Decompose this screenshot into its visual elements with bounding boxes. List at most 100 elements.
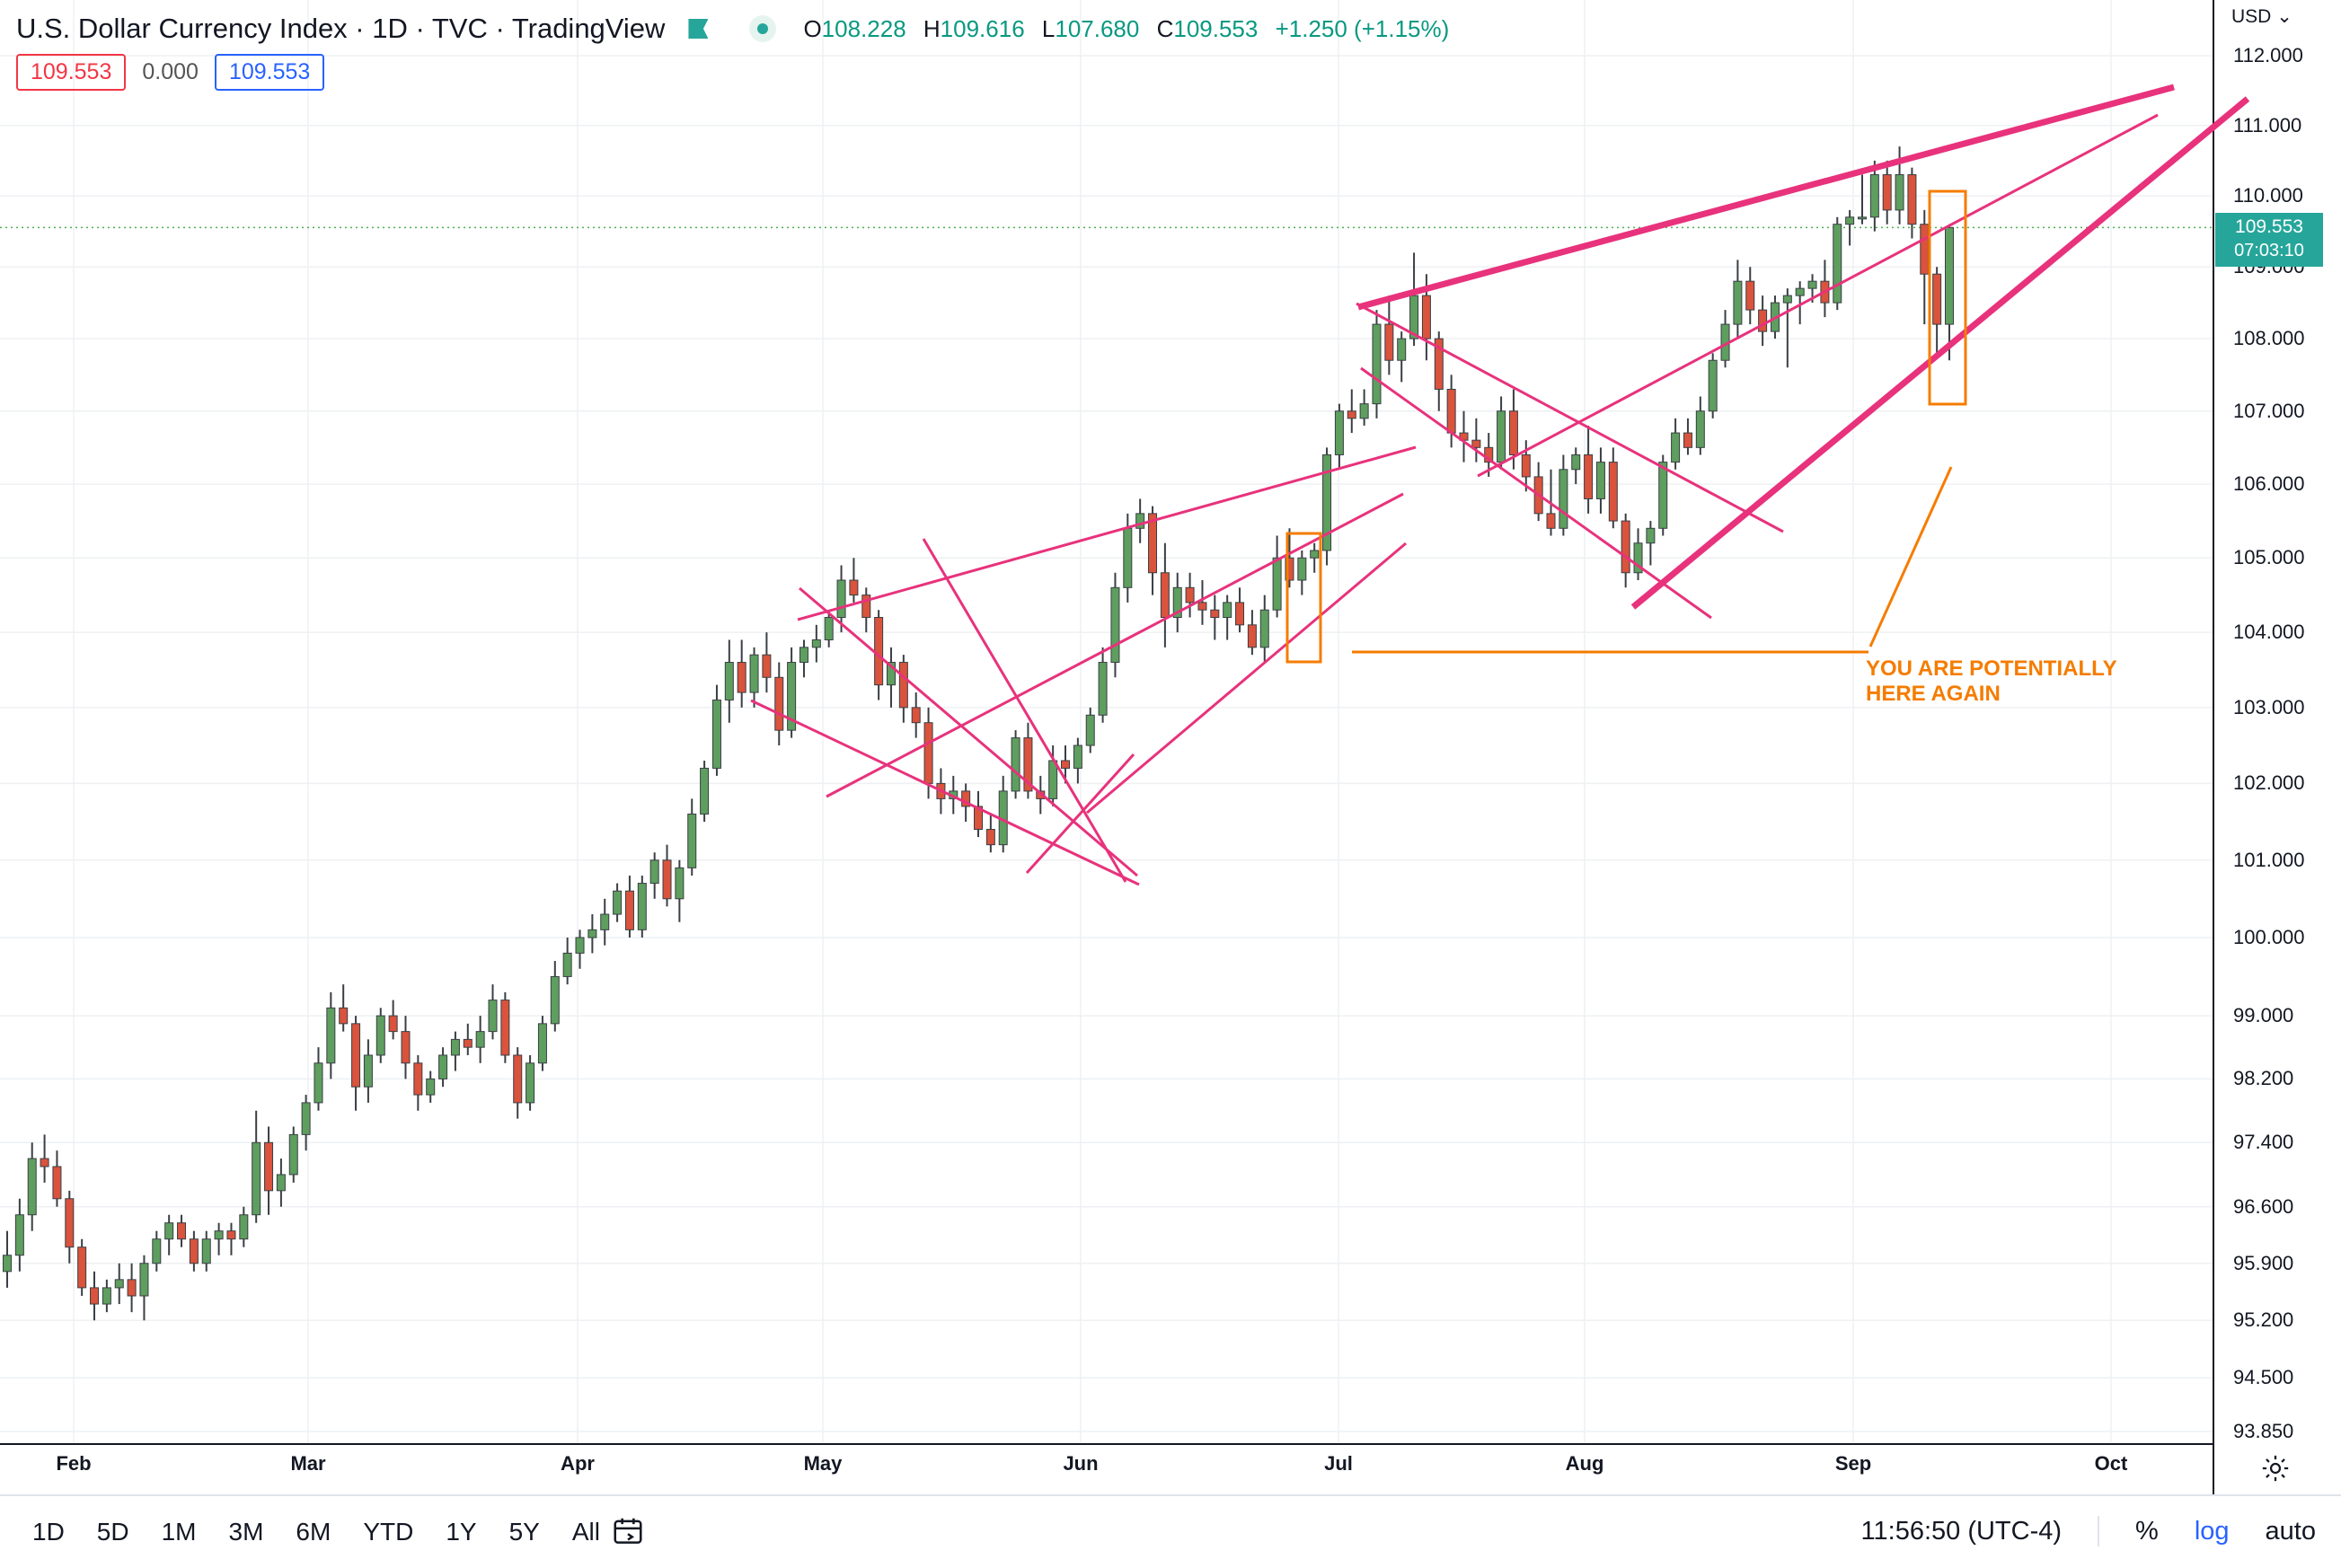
candle-body: [1247, 624, 1257, 648]
calendar-icon[interactable]: [611, 1514, 645, 1548]
candle-body: [1223, 602, 1232, 619]
candle-body: [1048, 760, 1058, 799]
candle-body: [1508, 410, 1518, 455]
candle-body: [1895, 174, 1904, 211]
candle-body: [252, 1141, 261, 1216]
range-button-ytd[interactable]: YTD: [363, 1518, 414, 1546]
candle-body: [127, 1279, 137, 1297]
candle-body: [401, 1031, 411, 1064]
candle-body: [3, 1255, 12, 1273]
candle-body: [1671, 432, 1681, 463]
candlestick-chart[interactable]: [0, 0, 2341, 1494]
candle-body: [886, 662, 896, 686]
candle-body: [1658, 462, 1668, 529]
spread-value: 0.000: [142, 59, 199, 84]
range-button-1d[interactable]: 1D: [32, 1518, 65, 1546]
candle-body: [301, 1102, 311, 1135]
candle-body: [1259, 609, 1269, 648]
x-tick-label: Oct: [2094, 1452, 2128, 1475]
range-button-1y[interactable]: 1Y: [446, 1518, 477, 1546]
y-tick-label: 110.000: [2233, 184, 2303, 207]
x-tick-label: May: [803, 1452, 843, 1475]
range-button-5d[interactable]: 5D: [96, 1518, 129, 1546]
y-tick-label: 98.200: [2233, 1067, 2294, 1090]
candle-body: [1434, 338, 1444, 390]
log-toggle[interactable]: log: [2194, 1516, 2230, 1546]
candle-body: [1197, 602, 1207, 611]
candle-body: [1683, 432, 1692, 448]
bar-countdown: 07:03:10: [2234, 241, 2304, 260]
range-button-all[interactable]: All: [571, 1518, 600, 1546]
clock-time[interactable]: 11:56:50 (UTC-4): [1860, 1516, 2063, 1546]
trendline: [1357, 84, 2175, 311]
candle-body: [438, 1054, 448, 1079]
candle-body: [1148, 513, 1158, 574]
drawings-layer: [750, 84, 2250, 886]
annotation-arrow-line: [1868, 466, 1953, 647]
auto-toggle[interactable]: auto: [2265, 1516, 2316, 1546]
currency-dropdown[interactable]: USD ⌄: [2231, 6, 2292, 27]
candle-body: [1334, 410, 1344, 455]
candle-body: [1135, 513, 1145, 529]
candle-body: [1833, 224, 1842, 304]
candle-body: [1595, 462, 1605, 499]
highlight-box: [1928, 189, 1967, 406]
candle-body: [1322, 454, 1332, 551]
candle-body: [1633, 542, 1643, 574]
range-button-3m[interactable]: 3M: [228, 1518, 264, 1546]
candle-body: [724, 662, 734, 700]
flag-icon[interactable]: [688, 19, 709, 39]
range-button-6m[interactable]: 6M: [296, 1518, 331, 1546]
candle-body: [762, 654, 772, 678]
candle-body: [1011, 737, 1020, 792]
price-boxes: 109.553 0.000 109.553: [16, 54, 325, 91]
candle-body: [1023, 737, 1033, 792]
candle-body: [1272, 557, 1282, 611]
candle-body: [911, 707, 921, 724]
gear-icon[interactable]: [2260, 1453, 2291, 1484]
candle-body: [1160, 572, 1170, 619]
candle-body: [1397, 338, 1407, 361]
sell-price-box[interactable]: 109.553: [16, 54, 127, 91]
y-tick-label: 100.000: [2233, 926, 2305, 948]
candle-body: [14, 1214, 24, 1256]
percent-toggle[interactable]: %: [2135, 1516, 2159, 1546]
candle-body: [1546, 513, 1556, 529]
candle-body: [637, 883, 647, 930]
range-button-5y[interactable]: 5Y: [508, 1518, 540, 1546]
candle-body: [687, 813, 697, 868]
buy-price-box[interactable]: 109.553: [214, 54, 325, 91]
x-tick-label: Aug: [1565, 1452, 1604, 1475]
candle-body: [314, 1062, 323, 1104]
candle-body: [288, 1133, 298, 1176]
trendline: [1360, 366, 1712, 620]
candle-body: [1857, 216, 1867, 220]
candle-body: [1559, 469, 1568, 529]
high-value: 109.616: [940, 14, 1025, 42]
x-tick-label: Jun: [1063, 1452, 1099, 1475]
y-tick-label: 103.000: [2233, 695, 2305, 718]
range-button-1m[interactable]: 1M: [161, 1518, 197, 1546]
bottom-right-controls: 11:56:50 (UTC-4) % log auto: [1861, 1516, 2316, 1546]
change-value: +1.250 (+1.15%): [1275, 14, 1450, 42]
symbol-title[interactable]: U.S. Dollar Currency Index · 1D · TVC · …: [16, 13, 666, 44]
candle-body: [849, 579, 859, 596]
candles-layer: [3, 146, 1954, 1321]
trendline: [750, 699, 1140, 886]
candle-body: [339, 1007, 349, 1025]
candle-body: [1758, 309, 1768, 332]
candle-body: [351, 1023, 361, 1088]
candle-body: [1845, 216, 1855, 225]
y-tick-label: 102.000: [2233, 771, 2305, 795]
trendline: [922, 538, 1127, 883]
y-tick-label: 111.000: [2233, 113, 2302, 137]
candle-body: [961, 790, 971, 807]
y-tick-label: 101.000: [2233, 848, 2305, 871]
candle-body: [1172, 586, 1182, 619]
candle-body: [1708, 359, 1718, 412]
candle-body: [1073, 744, 1082, 769]
candle-body: [624, 890, 634, 930]
candle-body: [276, 1174, 286, 1192]
candle-body: [1932, 273, 1942, 325]
candle-body: [1608, 462, 1618, 522]
